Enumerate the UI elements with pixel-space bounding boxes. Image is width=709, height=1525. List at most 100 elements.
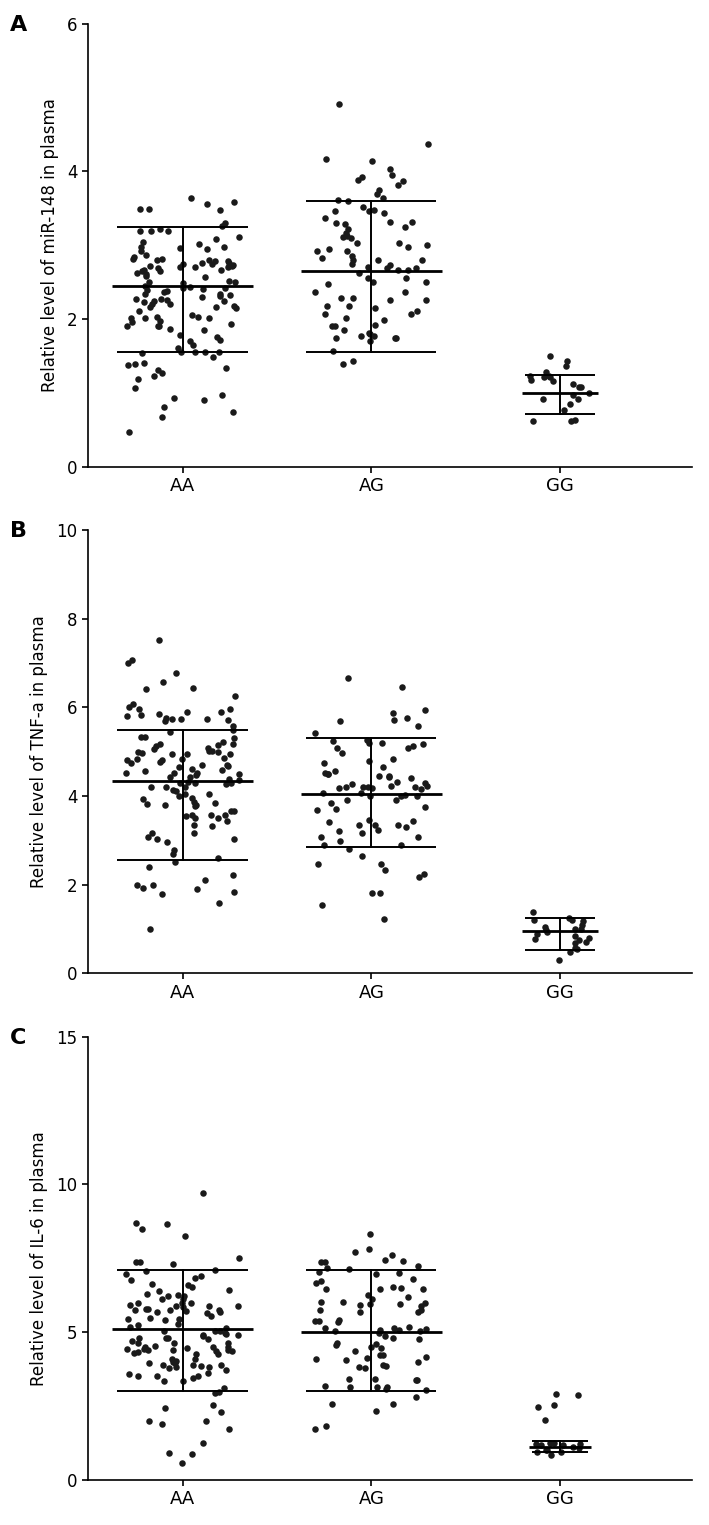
Point bbox=[224, 284, 235, 308]
Point bbox=[365, 1334, 376, 1359]
Point bbox=[177, 1292, 188, 1316]
Point bbox=[402, 235, 413, 259]
Point bbox=[573, 375, 584, 400]
Point bbox=[379, 1247, 391, 1272]
Point bbox=[187, 676, 199, 700]
Point bbox=[147, 872, 159, 897]
Point bbox=[125, 750, 137, 775]
Point bbox=[215, 198, 226, 223]
Point bbox=[174, 255, 185, 279]
Point bbox=[135, 703, 146, 727]
Point bbox=[372, 181, 383, 206]
Point bbox=[363, 749, 374, 773]
Point bbox=[206, 1304, 217, 1328]
Point bbox=[347, 247, 359, 271]
Point bbox=[338, 317, 350, 342]
Point bbox=[138, 875, 149, 900]
Point bbox=[221, 808, 233, 833]
Point bbox=[544, 364, 555, 389]
Point bbox=[412, 714, 423, 738]
Point bbox=[212, 805, 223, 830]
Point bbox=[181, 700, 192, 724]
Point bbox=[215, 328, 226, 352]
Point bbox=[170, 1350, 182, 1374]
Point bbox=[228, 799, 240, 824]
Point bbox=[542, 1438, 553, 1462]
Point bbox=[152, 1363, 163, 1388]
Point bbox=[357, 165, 368, 189]
Point bbox=[419, 697, 430, 721]
Point bbox=[372, 1376, 383, 1400]
Point bbox=[537, 387, 548, 412]
Point bbox=[132, 368, 143, 392]
Point bbox=[374, 178, 385, 203]
Point bbox=[216, 214, 227, 238]
Point bbox=[363, 1237, 374, 1261]
Point bbox=[222, 249, 233, 273]
Point bbox=[211, 227, 222, 252]
Point bbox=[154, 732, 165, 756]
Point bbox=[309, 279, 320, 303]
Point bbox=[315, 1269, 326, 1293]
Point bbox=[561, 349, 572, 374]
Point bbox=[128, 244, 140, 268]
Point bbox=[223, 268, 235, 293]
Point bbox=[174, 772, 185, 796]
Point bbox=[233, 767, 245, 791]
Point bbox=[189, 1266, 201, 1290]
Point bbox=[143, 854, 155, 878]
Point bbox=[162, 830, 173, 854]
Point bbox=[201, 1301, 213, 1325]
Point bbox=[174, 236, 186, 261]
Point bbox=[145, 296, 156, 320]
Point bbox=[139, 1337, 150, 1362]
Point bbox=[135, 238, 146, 262]
Point bbox=[419, 1292, 430, 1316]
Point bbox=[228, 253, 239, 278]
Point bbox=[358, 775, 369, 799]
Point bbox=[123, 694, 135, 718]
Point bbox=[140, 724, 151, 749]
Point bbox=[141, 278, 152, 302]
Point bbox=[221, 753, 233, 778]
Point bbox=[138, 787, 149, 811]
Point bbox=[387, 1243, 398, 1267]
Point bbox=[355, 781, 367, 805]
Point bbox=[170, 779, 182, 804]
Point bbox=[388, 746, 399, 770]
Point bbox=[213, 846, 224, 871]
Point bbox=[220, 1321, 231, 1345]
Point bbox=[313, 851, 324, 875]
Point bbox=[186, 785, 197, 810]
Point bbox=[381, 1374, 393, 1398]
Point bbox=[352, 230, 363, 255]
Point bbox=[158, 1319, 169, 1344]
Point bbox=[387, 1275, 398, 1299]
Point bbox=[130, 1298, 141, 1322]
Point bbox=[157, 1287, 168, 1312]
Point bbox=[354, 1299, 365, 1324]
Point bbox=[173, 1283, 184, 1307]
Point bbox=[569, 936, 580, 961]
Point bbox=[160, 1327, 171, 1351]
Point bbox=[198, 1322, 209, 1347]
Point bbox=[143, 270, 155, 294]
Point bbox=[189, 772, 201, 796]
Point bbox=[149, 290, 160, 314]
Point bbox=[374, 881, 386, 906]
Point bbox=[219, 210, 230, 235]
Point bbox=[135, 724, 146, 749]
Point bbox=[226, 1339, 238, 1363]
Point bbox=[368, 270, 379, 294]
Point bbox=[121, 761, 132, 785]
Point bbox=[422, 133, 433, 157]
Point bbox=[233, 226, 244, 250]
Point bbox=[331, 1331, 342, 1356]
Point bbox=[203, 247, 214, 271]
Point bbox=[323, 762, 334, 787]
Point bbox=[188, 813, 199, 837]
Point bbox=[574, 929, 585, 953]
Point bbox=[564, 392, 576, 416]
Point bbox=[406, 766, 417, 790]
Point bbox=[569, 917, 581, 941]
